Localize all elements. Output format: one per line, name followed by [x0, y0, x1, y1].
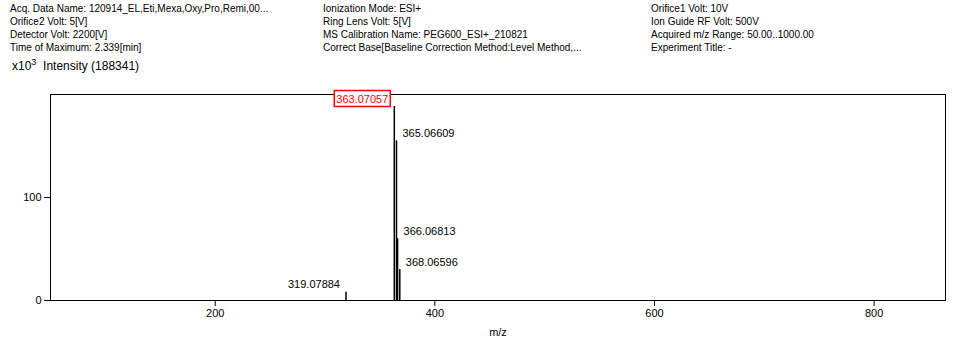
svg-text:100: 100 [23, 191, 41, 203]
html-text:MS Calibration Name: PEG600_ES: MS Calibration Name: PEG600_ESI+_210821 [323, 29, 528, 40]
svg-text:366.06813: 366.06813 [404, 225, 456, 237]
html-text:Experiment Title: -: Experiment Title: - [651, 42, 732, 53]
svg-text:m/z: m/z [489, 326, 507, 338]
svg-text:200: 200 [206, 307, 224, 319]
html-text:3Intensity (188341): 3Intensity (188341) [31, 57, 140, 73]
svg-text:368.06596: 368.06596 [406, 256, 458, 268]
svg-text:319.07884: 319.07884 [288, 278, 340, 290]
html-text:Orifice1 Volt: 10V: Orifice1 Volt: 10V [651, 3, 729, 14]
html-text:Acq. Data Name: 120914_EL,Eti,: Acq. Data Name: 120914_EL,Eti,Mexa,Oxy,P… [10, 3, 269, 14]
html-text:Ring Lens Volt: 5[V]: Ring Lens Volt: 5[V] [323, 16, 411, 27]
svg-text:600: 600 [645, 307, 663, 319]
svg-text:400: 400 [426, 307, 444, 319]
html-text:x10: x10 [12, 59, 32, 73]
html-text:Time of Maximum: 2.339[min]: Time of Maximum: 2.339[min] [10, 42, 142, 53]
svg-text:0: 0 [35, 294, 41, 306]
svg-text:363.07057: 363.07057 [336, 93, 388, 105]
html-text:Acquired m/z Range: 50.00..100: Acquired m/z Range: 50.00..1000.00 [651, 29, 814, 40]
html-text:Correct Base[Baseline Correcti: Correct Base[Baseline Correction Method:… [323, 42, 582, 53]
svg-text:365.06609: 365.06609 [402, 127, 454, 139]
html-text:Ionization Mode: ESI+: Ionization Mode: ESI+ [323, 3, 422, 14]
html-text:Ion Guide RF Volt: 500V: Ion Guide RF Volt: 500V [651, 16, 759, 27]
svg-text:800: 800 [865, 307, 883, 319]
html-text:Detector Volt: 2200[V]: Detector Volt: 2200[V] [10, 29, 108, 40]
html-text:Orifice2 Volt: 5[V]: Orifice2 Volt: 5[V] [10, 16, 88, 27]
